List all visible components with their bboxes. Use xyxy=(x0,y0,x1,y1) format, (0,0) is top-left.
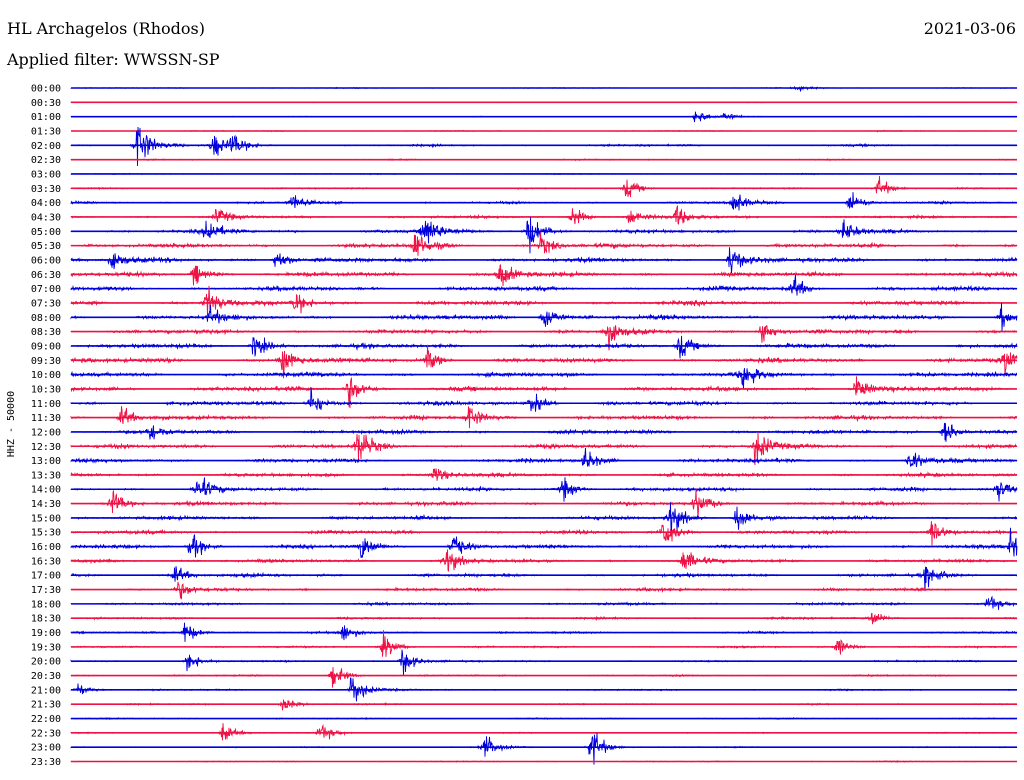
trace-time-label: 20:00 xyxy=(31,657,61,668)
seismogram-trace xyxy=(70,581,1018,600)
channel-label: HHZ - 50000 xyxy=(6,391,17,457)
trace-time-label: 23:00 xyxy=(31,743,61,754)
seismogram-trace xyxy=(70,204,1018,225)
seismogram-trace xyxy=(70,274,1018,296)
seismogram-trace xyxy=(70,264,1018,287)
seismogram-trace xyxy=(70,368,1018,390)
trace-time-label: 14:00 xyxy=(31,485,61,496)
trace-time-label: 07:30 xyxy=(31,298,61,309)
trace-time-label: 23:30 xyxy=(31,757,61,768)
trace-time-label: 01:00 xyxy=(31,112,61,123)
trace-time-label: 10:30 xyxy=(31,384,61,395)
plot-date: 2021-03-06 xyxy=(923,19,1016,38)
trace-time-label: 11:30 xyxy=(31,413,61,424)
trace-time-label: 08:30 xyxy=(31,327,61,338)
trace-time-label: 04:00 xyxy=(31,198,61,209)
trace-time-label: 20:30 xyxy=(31,671,61,682)
seismogram-trace xyxy=(70,176,1018,198)
trace-time-label: 18:30 xyxy=(31,614,61,625)
trace-time-label: 09:00 xyxy=(31,341,61,352)
seismogram-trace xyxy=(70,502,1018,534)
trace-time-label: 12:00 xyxy=(31,427,61,438)
trace-time-label: 22:30 xyxy=(31,728,61,739)
trace-time-label: 07:00 xyxy=(31,284,61,295)
seismogram-trace xyxy=(70,649,1018,676)
trace-time-label: 02:00 xyxy=(31,141,61,152)
trace-time-label: 11:00 xyxy=(31,399,61,410)
time-label-group: 00:00 00:30 01:00 01:30 02:00 02:30 03:00 03:30… xyxy=(31,84,61,769)
trace-time-label: 03:30 xyxy=(31,184,61,195)
seismogram-trace xyxy=(70,630,1018,657)
trace-time-label: 18:00 xyxy=(31,599,61,610)
seismogram-trace xyxy=(70,232,1018,256)
seismogram-trace xyxy=(70,566,1018,592)
trace-time-label: 03:00 xyxy=(31,169,61,180)
trace-time-label: 15:00 xyxy=(31,513,61,524)
seismogram-trace xyxy=(70,192,1018,211)
seismogram-trace xyxy=(70,387,1018,412)
seismogram-trace xyxy=(70,723,1018,741)
filter-label: Applied filter: WWSSN-SP xyxy=(7,50,220,69)
trace-time-label: 04:30 xyxy=(31,212,61,223)
seismogram-trace xyxy=(70,667,1018,688)
trace-time-label: 02:30 xyxy=(31,155,61,166)
trace-time-label: 17:00 xyxy=(31,571,61,582)
seismogram-trace xyxy=(70,521,1018,546)
trace-time-label: 16:30 xyxy=(31,556,61,567)
trace-time-label: 16:00 xyxy=(31,542,61,553)
seismogram-trace xyxy=(70,733,1018,765)
seismogram-trace xyxy=(70,448,1018,468)
trace-time-label: 08:00 xyxy=(31,313,61,324)
trace-time-label: 17:30 xyxy=(31,585,61,596)
seismogram-trace xyxy=(70,335,1018,359)
trace-time-label: 09:30 xyxy=(31,356,61,367)
trace-time-label: 05:30 xyxy=(31,241,61,252)
trace-time-label: 05:00 xyxy=(31,227,61,238)
station-title: HL Archagelos (Rhodos) xyxy=(7,19,205,38)
trace-time-label: 00:30 xyxy=(31,98,61,109)
trace-time-label: 15:30 xyxy=(31,528,61,539)
trace-time-label: 19:00 xyxy=(31,628,61,639)
trace-group xyxy=(70,85,1018,765)
trace-time-label: 14:30 xyxy=(31,499,61,510)
trace-time-label: 13:30 xyxy=(31,470,61,481)
trace-time-label: 06:00 xyxy=(31,255,61,266)
trace-time-label: 10:00 xyxy=(31,370,61,381)
trace-time-label: 12:30 xyxy=(31,442,61,453)
trace-time-label: 00:00 xyxy=(31,84,61,95)
trace-time-label: 01:30 xyxy=(31,126,61,137)
trace-time-label: 22:00 xyxy=(31,714,61,725)
trace-time-label: 06:30 xyxy=(31,270,61,281)
trace-time-label: 19:30 xyxy=(31,642,61,653)
trace-time-label: 13:00 xyxy=(31,456,61,467)
trace-time-label: 21:30 xyxy=(31,700,61,711)
trace-time-label: 21:00 xyxy=(31,685,61,696)
